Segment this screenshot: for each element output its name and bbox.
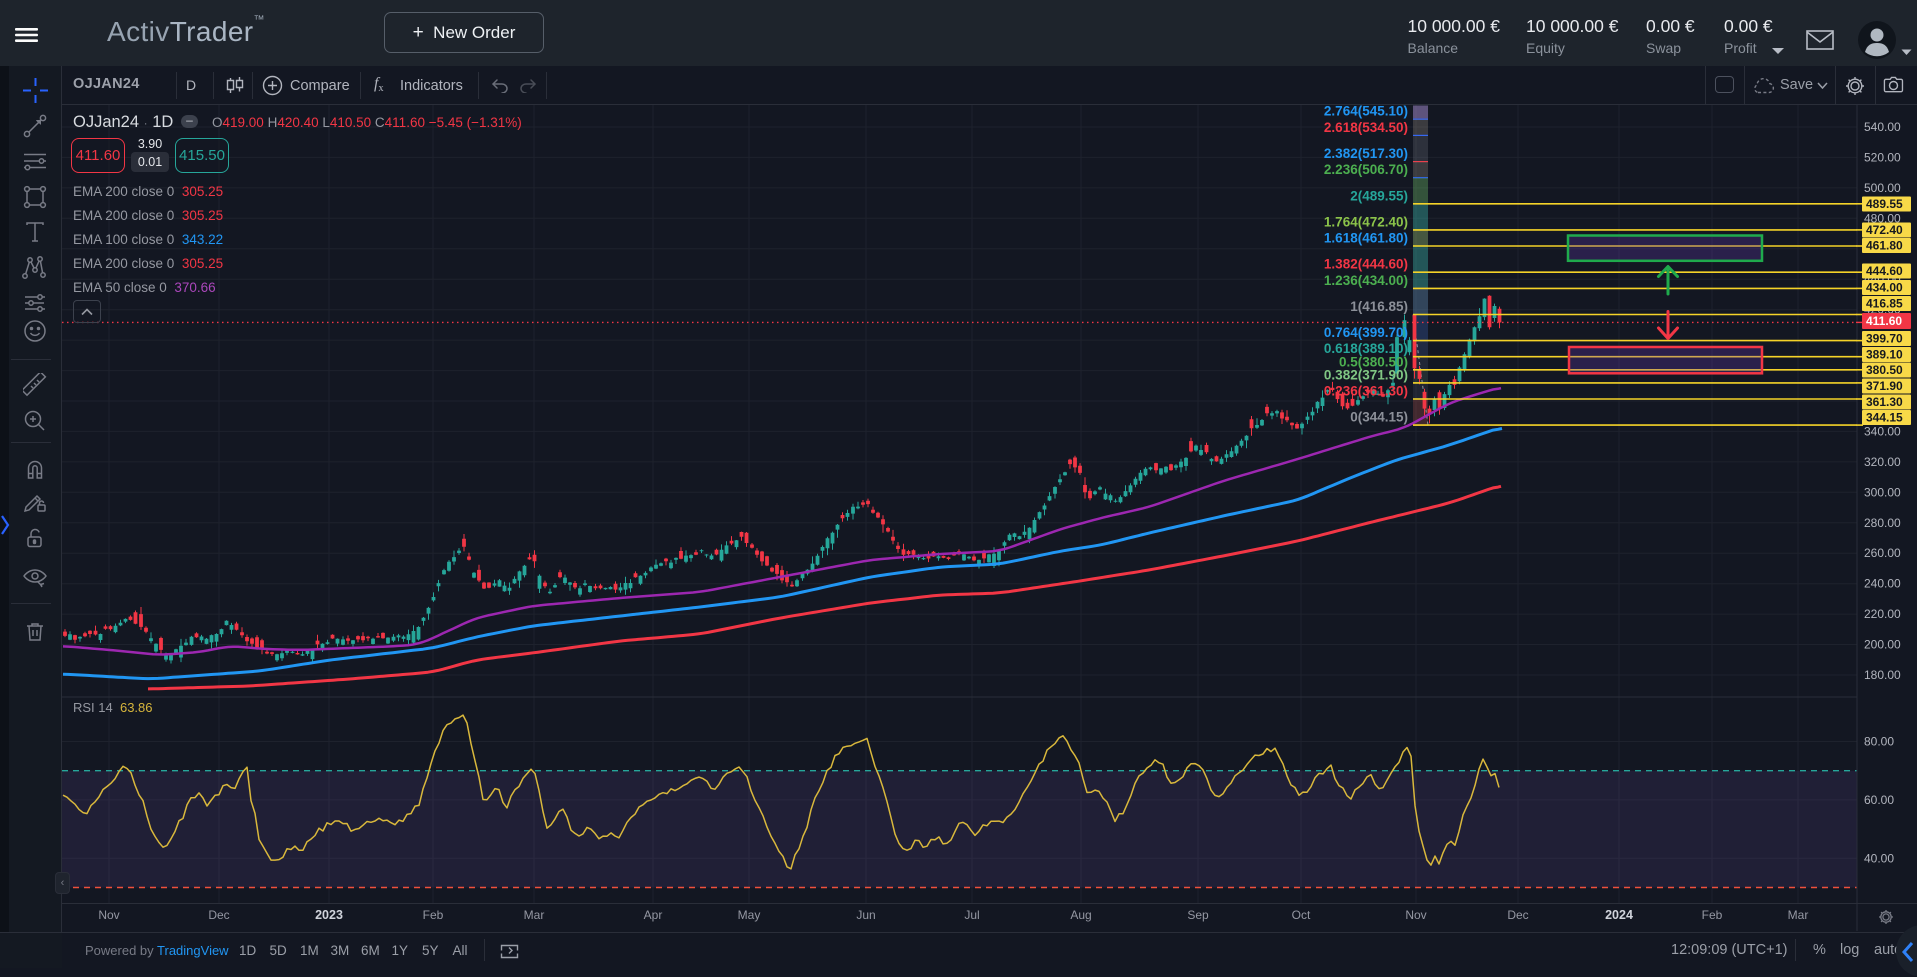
svg-text:200.00: 200.00 bbox=[1864, 638, 1901, 652]
svg-text:Feb: Feb bbox=[423, 908, 444, 922]
svg-text:1.618(461.80): 1.618(461.80) bbox=[1324, 231, 1408, 246]
svg-text:260.00: 260.00 bbox=[1864, 546, 1901, 560]
svg-text:472.40: 472.40 bbox=[1866, 223, 1903, 237]
svg-text:399.70: 399.70 bbox=[1866, 332, 1903, 346]
svg-text:2023: 2023 bbox=[315, 908, 343, 922]
svg-text:2.236(506.70): 2.236(506.70) bbox=[1324, 162, 1408, 177]
svg-text:361.30: 361.30 bbox=[1866, 395, 1903, 409]
svg-text:540.00: 540.00 bbox=[1864, 120, 1901, 134]
svg-text:Nov: Nov bbox=[1405, 908, 1426, 922]
svg-text:240.00: 240.00 bbox=[1864, 577, 1901, 591]
svg-text:180.00: 180.00 bbox=[1864, 668, 1901, 682]
svg-text:2.618(534.50): 2.618(534.50) bbox=[1324, 120, 1408, 135]
svg-text:1.764(472.40): 1.764(472.40) bbox=[1324, 214, 1408, 229]
svg-text:444.60: 444.60 bbox=[1866, 264, 1903, 278]
svg-text:80.00: 80.00 bbox=[1864, 735, 1894, 749]
svg-text:60.00: 60.00 bbox=[1864, 793, 1894, 807]
svg-text:416.85: 416.85 bbox=[1866, 297, 1903, 311]
svg-text:2024: 2024 bbox=[1605, 908, 1633, 922]
svg-text:Feb: Feb bbox=[1702, 908, 1723, 922]
svg-text:Dec: Dec bbox=[1507, 908, 1528, 922]
svg-text:280.00: 280.00 bbox=[1864, 516, 1901, 530]
svg-text:380.50: 380.50 bbox=[1866, 363, 1903, 377]
svg-text:Oct: Oct bbox=[1292, 908, 1311, 922]
svg-text:Mar: Mar bbox=[1788, 908, 1809, 922]
svg-text:Apr: Apr bbox=[644, 908, 663, 922]
svg-text:2.764(545.10): 2.764(545.10) bbox=[1324, 104, 1408, 119]
svg-text:489.55: 489.55 bbox=[1866, 197, 1903, 211]
svg-text:320.00: 320.00 bbox=[1864, 455, 1901, 469]
svg-text:434.00: 434.00 bbox=[1866, 281, 1903, 295]
svg-text:Sep: Sep bbox=[1187, 908, 1209, 922]
svg-text:300.00: 300.00 bbox=[1864, 485, 1901, 499]
svg-text:389.10: 389.10 bbox=[1866, 348, 1903, 362]
svg-text:461.80: 461.80 bbox=[1866, 239, 1903, 253]
svg-text:480.00: 480.00 bbox=[1864, 211, 1901, 225]
svg-text:220.00: 220.00 bbox=[1864, 607, 1901, 621]
svg-text:2.382(517.30): 2.382(517.30) bbox=[1324, 146, 1408, 161]
svg-text:520.00: 520.00 bbox=[1864, 150, 1901, 164]
svg-text:Dec: Dec bbox=[208, 908, 229, 922]
svg-text:Nov: Nov bbox=[98, 908, 119, 922]
svg-text:344.15: 344.15 bbox=[1866, 411, 1903, 425]
svg-text:0.764(399.70): 0.764(399.70) bbox=[1324, 325, 1408, 340]
svg-text:0.382(371.90): 0.382(371.90) bbox=[1324, 367, 1408, 382]
svg-text:Aug: Aug bbox=[1070, 908, 1091, 922]
svg-text:1(416.85): 1(416.85) bbox=[1350, 299, 1408, 314]
svg-text:40.00: 40.00 bbox=[1864, 851, 1894, 865]
svg-text:340.00: 340.00 bbox=[1864, 424, 1901, 438]
svg-text:411.60: 411.60 bbox=[1866, 314, 1902, 328]
svg-text:Jun: Jun bbox=[856, 908, 875, 922]
svg-text:0.618(389.10): 0.618(389.10) bbox=[1324, 341, 1408, 356]
svg-text:2(489.55): 2(489.55) bbox=[1350, 188, 1408, 203]
svg-text:Mar: Mar bbox=[524, 908, 545, 922]
svg-text:500.00: 500.00 bbox=[1864, 181, 1901, 195]
svg-text:0.236(361.30): 0.236(361.30) bbox=[1324, 384, 1408, 399]
svg-text:371.90: 371.90 bbox=[1866, 379, 1903, 393]
svg-text:May: May bbox=[738, 908, 761, 922]
svg-text:Jul: Jul bbox=[964, 908, 979, 922]
svg-text:0(344.15): 0(344.15) bbox=[1350, 410, 1408, 425]
svg-text:1.236(434.00): 1.236(434.00) bbox=[1324, 273, 1408, 288]
svg-text:0.5(380.50): 0.5(380.50) bbox=[1339, 354, 1408, 369]
svg-text:1.382(444.60): 1.382(444.60) bbox=[1324, 257, 1408, 272]
